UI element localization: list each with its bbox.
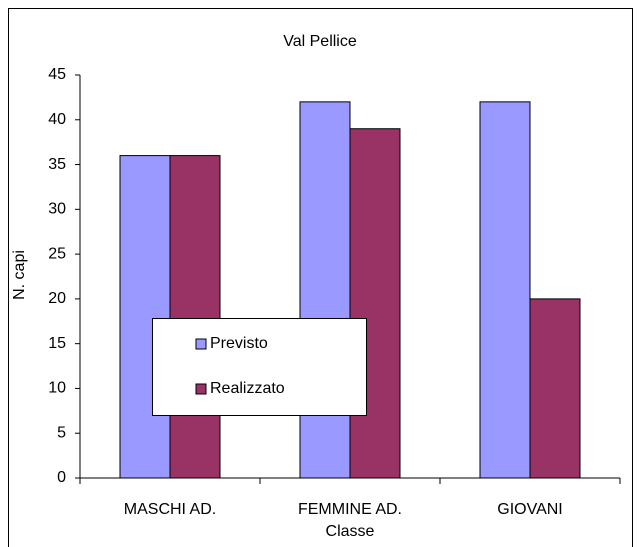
y-tick-label: 30 [48,201,66,218]
x-tick-label: GIOVANI [497,501,563,518]
x-tick-label: MASCHI AD. [124,501,216,518]
legend-label: Previsto [210,335,268,352]
legend-swatch [195,383,207,395]
legend-swatch [195,338,207,350]
y-tick-label: 40 [48,111,66,128]
y-tick-label: 25 [48,245,66,262]
y-tick-label: 15 [48,335,66,352]
x-tick-label: FEMMINE AD. [298,501,402,518]
x-axis-label: Classe [326,523,375,540]
bar [299,101,351,479]
y-tick-label: 20 [48,290,66,307]
legend-box [152,318,367,416]
y-tick-label: 45 [48,66,66,83]
y-tick-label: 35 [48,156,66,173]
y-tick-label: 10 [48,380,66,397]
y-tick-label: 5 [57,424,66,441]
bar [349,128,401,479]
y-tick-label: 0 [57,469,66,486]
bar [169,155,221,479]
bar [529,298,581,479]
y-axis-label: N. capi [11,250,28,300]
bar [479,101,531,479]
legend-label: Realizzato [210,380,285,397]
chart-title: Val Pellice [283,33,357,50]
bar [119,155,171,479]
